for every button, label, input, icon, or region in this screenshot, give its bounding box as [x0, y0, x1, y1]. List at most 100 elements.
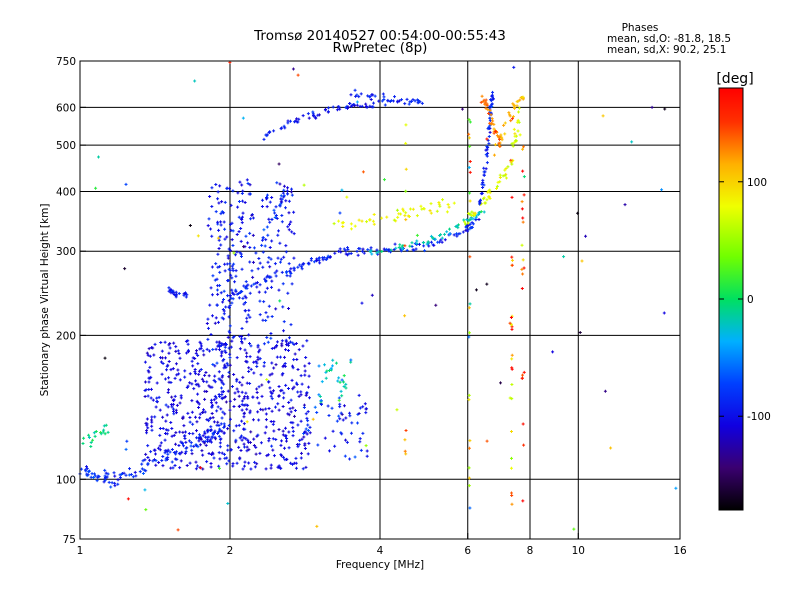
- data-point: [265, 336, 269, 340]
- data-point: [408, 244, 412, 248]
- data-point: [360, 249, 364, 253]
- data-point: [357, 412, 361, 416]
- data-point: [184, 430, 188, 434]
- data-point: [140, 467, 144, 471]
- data-point: [231, 244, 235, 248]
- data-point: [382, 97, 386, 101]
- data-point: [161, 361, 165, 365]
- data-point: [271, 448, 275, 452]
- data-point: [428, 209, 432, 213]
- data-point: [210, 205, 214, 209]
- data-point: [281, 433, 285, 437]
- data-point: [266, 260, 270, 264]
- data-point: [218, 457, 222, 461]
- data-point: [492, 127, 496, 131]
- data-point: [307, 428, 311, 432]
- data-point: [125, 439, 129, 443]
- data-point: [306, 452, 310, 456]
- data-point: [520, 287, 524, 291]
- data-point: [169, 403, 173, 407]
- data-point: [275, 355, 279, 359]
- data-point: [198, 412, 202, 416]
- data-point: [481, 178, 485, 182]
- data-point: [514, 139, 518, 143]
- data-point: [116, 482, 120, 486]
- data-point: [285, 189, 289, 193]
- data-point: [133, 470, 137, 474]
- data-point: [223, 424, 227, 428]
- data-point: [468, 218, 472, 222]
- data-point: [216, 320, 220, 324]
- data-point: [146, 426, 150, 430]
- data-point: [158, 448, 162, 452]
- data-point: [377, 250, 381, 254]
- data-point: [264, 311, 268, 315]
- data-point: [248, 291, 252, 295]
- data-point: [311, 417, 315, 421]
- data-point: [510, 357, 514, 361]
- data-point: [200, 449, 204, 453]
- data-point: [286, 186, 290, 190]
- data-point: [292, 120, 296, 124]
- data-point: [344, 438, 348, 442]
- data-point: [467, 118, 471, 122]
- data-point: [268, 200, 272, 204]
- data-point: [120, 472, 124, 476]
- data-point: [520, 243, 524, 247]
- data-point: [285, 457, 289, 461]
- data-point: [240, 419, 244, 423]
- data-point: [350, 421, 354, 425]
- data-point: [194, 383, 198, 387]
- data-point: [256, 267, 260, 271]
- data-point: [285, 439, 289, 443]
- data-point: [478, 201, 482, 205]
- data-point: [226, 279, 230, 283]
- data-point: [320, 380, 324, 384]
- y-tick-label: 500: [56, 140, 76, 152]
- data-point: [219, 422, 223, 426]
- data-point: [260, 198, 264, 202]
- data-point: [230, 264, 234, 268]
- data-point: [404, 429, 408, 433]
- data-point: [241, 467, 245, 471]
- data-point: [235, 379, 239, 383]
- data-point: [468, 199, 472, 203]
- data-point: [516, 118, 520, 122]
- data-point: [224, 305, 228, 309]
- data-point: [429, 202, 433, 206]
- data-point: [167, 388, 171, 392]
- data-point: [344, 249, 348, 253]
- data-point: [87, 469, 91, 473]
- data-point: [521, 95, 525, 99]
- data-point: [112, 471, 116, 475]
- data-point: [481, 186, 485, 190]
- data-point: [289, 190, 293, 194]
- data-point: [210, 234, 214, 238]
- data-point: [218, 235, 222, 239]
- data-point: [477, 218, 481, 222]
- data-point: [210, 436, 214, 440]
- data-point: [263, 244, 267, 248]
- data-point: [207, 452, 211, 456]
- data-point: [498, 145, 502, 149]
- data-point: [126, 497, 130, 501]
- data-point: [224, 350, 228, 354]
- data-point: [224, 365, 228, 369]
- data-point: [241, 116, 245, 120]
- data-point: [296, 445, 300, 449]
- data-point: [218, 284, 222, 288]
- data-point: [517, 106, 521, 110]
- data-point: [318, 394, 322, 398]
- data-point: [181, 415, 185, 419]
- data-point: [175, 403, 179, 407]
- data-point: [520, 376, 524, 380]
- data-point: [216, 420, 220, 424]
- data-point: [248, 411, 252, 415]
- data-point: [265, 225, 269, 229]
- data-point: [205, 460, 209, 464]
- data-point: [335, 419, 339, 423]
- data-point: [168, 450, 172, 454]
- data-point: [229, 448, 233, 452]
- data-point: [267, 304, 271, 308]
- data-point: [318, 261, 322, 265]
